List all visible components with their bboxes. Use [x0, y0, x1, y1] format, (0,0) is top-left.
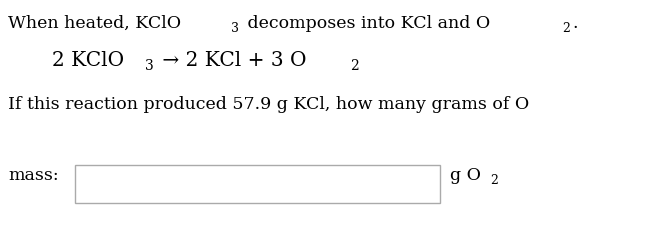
Text: decomposes into KCl and O: decomposes into KCl and O [241, 15, 490, 32]
Text: mass:: mass: [8, 167, 59, 184]
Text: .: . [572, 15, 578, 32]
Text: 2 KClO: 2 KClO [52, 51, 124, 70]
Text: 2: 2 [562, 22, 570, 35]
Bar [75, 165, 440, 203]
Text: → 2 KCl + 3 O: → 2 KCl + 3 O [156, 51, 307, 70]
Text: 3: 3 [231, 22, 239, 35]
Text: g O: g O [450, 167, 481, 184]
Text: 2: 2 [490, 174, 498, 187]
Text: 3: 3 [145, 59, 154, 73]
Text: If this reaction produced 57.9 g KCl, how many grams of O: If this reaction produced 57.9 g KCl, ho… [8, 96, 529, 113]
Text: 2: 2 [351, 59, 360, 73]
Text: When heated, KClO: When heated, KClO [8, 15, 181, 32]
